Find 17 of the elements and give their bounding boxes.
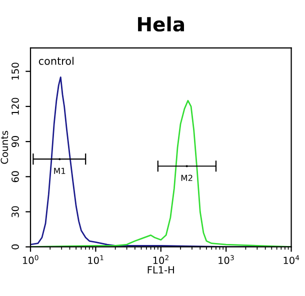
annotation: control: [38, 56, 74, 65]
y-tick-label: 30: [12, 206, 19, 218]
y-axis-title: Counts: [0, 130, 8, 164]
x-axis-title: FL1-H: [148, 266, 174, 274]
annotation: M2: [181, 174, 192, 181]
y-tick-label: 0: [12, 244, 19, 250]
y-tick-label: 120: [12, 98, 19, 115]
x-tick-label: 10$^{2}$: [153, 255, 168, 264]
x-tick-label: 10$^{1}$: [88, 255, 104, 264]
chart-title: Hela: [138, 16, 184, 32]
y-tick-label: 60: [12, 171, 19, 182]
y-tick-label: 90: [12, 136, 19, 148]
x-tick-label: 10$^{3}$: [218, 255, 234, 264]
x-tick-label: 10$^{4}$: [284, 255, 300, 264]
annotation: M1: [54, 168, 66, 174]
y-tick-label: 150: [12, 62, 19, 80]
x-tick-label: 10$^{0}$: [23, 255, 38, 264]
